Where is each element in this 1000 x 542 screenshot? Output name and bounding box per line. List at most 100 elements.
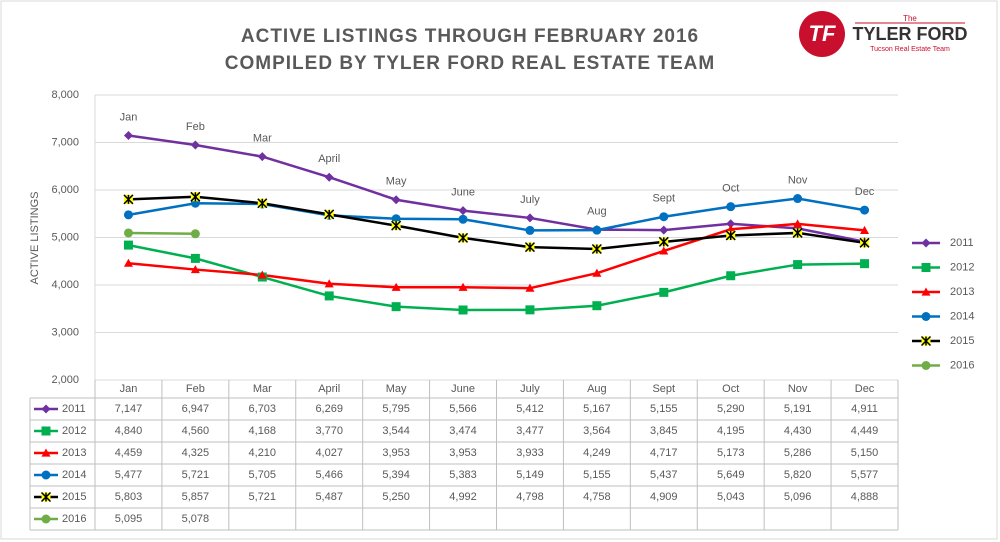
table-cell: 5,412 — [516, 403, 544, 415]
table-cell: 3,544 — [382, 425, 410, 437]
marker — [391, 220, 402, 231]
marker-shape — [458, 305, 468, 315]
x-tick-label: May — [386, 383, 407, 395]
table-cell: 4,195 — [717, 425, 745, 437]
marker — [920, 335, 932, 347]
point-category-label: Nov — [788, 174, 808, 186]
table-series-name: 2013 — [62, 447, 86, 459]
marker — [921, 263, 931, 272]
marker — [525, 225, 535, 235]
marker-shape — [726, 224, 736, 233]
marker-shape — [793, 260, 803, 270]
marker — [592, 301, 602, 311]
table-cell: 5,167 — [583, 403, 611, 415]
marker-shape — [726, 202, 736, 212]
marker-shape — [524, 242, 535, 253]
table-cell: 5,577 — [851, 469, 879, 481]
table-cell: 4,430 — [784, 425, 812, 437]
series-line — [128, 197, 865, 232]
point-category-label: Sept — [652, 193, 675, 205]
marker — [190, 140, 200, 150]
marker-shape — [123, 228, 133, 238]
point-category-label: June — [451, 187, 475, 199]
table-cell: 4,249 — [583, 447, 611, 459]
table-cell: 6,703 — [249, 403, 277, 415]
y-tick-label: 6,000 — [51, 184, 79, 196]
marker — [659, 212, 669, 222]
legend-label: 2011 — [950, 237, 974, 249]
marker — [391, 282, 401, 291]
table-cell: 4,449 — [851, 425, 879, 437]
marker — [41, 448, 51, 457]
table-cell: 4,911 — [851, 403, 878, 415]
table-cell: 3,845 — [650, 425, 678, 437]
table-cell: 6,947 — [182, 403, 210, 415]
table-cell: 5,250 — [382, 491, 410, 503]
x-tick-label: Mar — [253, 383, 272, 395]
x-tick-label: Nov — [788, 383, 808, 395]
marker-shape — [659, 212, 669, 222]
marker — [726, 202, 736, 212]
marker-shape — [123, 194, 134, 205]
marker-shape — [123, 240, 133, 250]
marker — [190, 265, 200, 274]
marker — [524, 242, 535, 253]
table-cell: 5,191 — [784, 403, 812, 415]
marker — [391, 195, 401, 205]
series-line — [128, 195, 865, 251]
marker — [41, 470, 51, 480]
marker — [391, 302, 401, 312]
marker-shape — [324, 172, 334, 182]
marker-shape — [257, 270, 267, 279]
marker — [257, 270, 267, 279]
marker — [921, 287, 931, 296]
x-tick-label: April — [318, 383, 340, 395]
table-cell: 5,857 — [182, 491, 210, 503]
marker — [123, 240, 133, 250]
marker — [793, 260, 803, 270]
marker — [591, 243, 602, 255]
table-cell: 6,269 — [315, 403, 343, 415]
marker-shape — [921, 238, 931, 248]
marker — [726, 224, 736, 233]
x-tick-label: Jan — [120, 383, 138, 395]
table-cell: 5,095 — [115, 513, 143, 525]
marker-shape — [525, 213, 535, 223]
table-cell: 5,155 — [583, 469, 611, 481]
logo-top: The — [903, 14, 917, 23]
marker-shape — [40, 491, 52, 503]
marker-shape — [860, 225, 870, 234]
table-cell: 4,459 — [115, 447, 143, 459]
marker-shape — [860, 259, 870, 269]
x-tick-label: Oct — [722, 383, 739, 395]
marker-shape — [324, 291, 334, 301]
series-line — [128, 231, 196, 236]
marker-shape — [726, 219, 736, 229]
marker — [921, 238, 931, 248]
marker-shape — [391, 220, 402, 231]
table-cell: 5,286 — [784, 447, 812, 459]
marker — [123, 210, 133, 220]
y-axis-label: ACTIVE LISTINGS — [29, 192, 41, 285]
table-cell: 5,437 — [650, 469, 678, 481]
table-cell: 5,173 — [717, 447, 745, 459]
marker-shape — [525, 225, 535, 235]
table-cell: 5,795 — [382, 403, 410, 415]
marker — [458, 206, 468, 216]
marker-shape — [458, 282, 468, 291]
y-tick-label: 2,000 — [51, 374, 79, 386]
y-tick-label: 8,000 — [51, 89, 79, 101]
table-cell: 5,721 — [249, 491, 277, 503]
legend-label: 2012 — [950, 261, 974, 273]
marker — [921, 312, 931, 321]
marker — [40, 491, 52, 503]
table-cell: 5,721 — [182, 469, 210, 481]
table-series-name: 2015 — [62, 491, 86, 503]
marker — [190, 253, 200, 263]
marker — [659, 287, 669, 297]
table-cell: 5,705 — [249, 469, 277, 481]
marker-shape — [921, 361, 931, 370]
point-category-label: Oct — [722, 183, 739, 195]
marker-shape — [920, 335, 932, 347]
marker-shape — [726, 271, 736, 281]
